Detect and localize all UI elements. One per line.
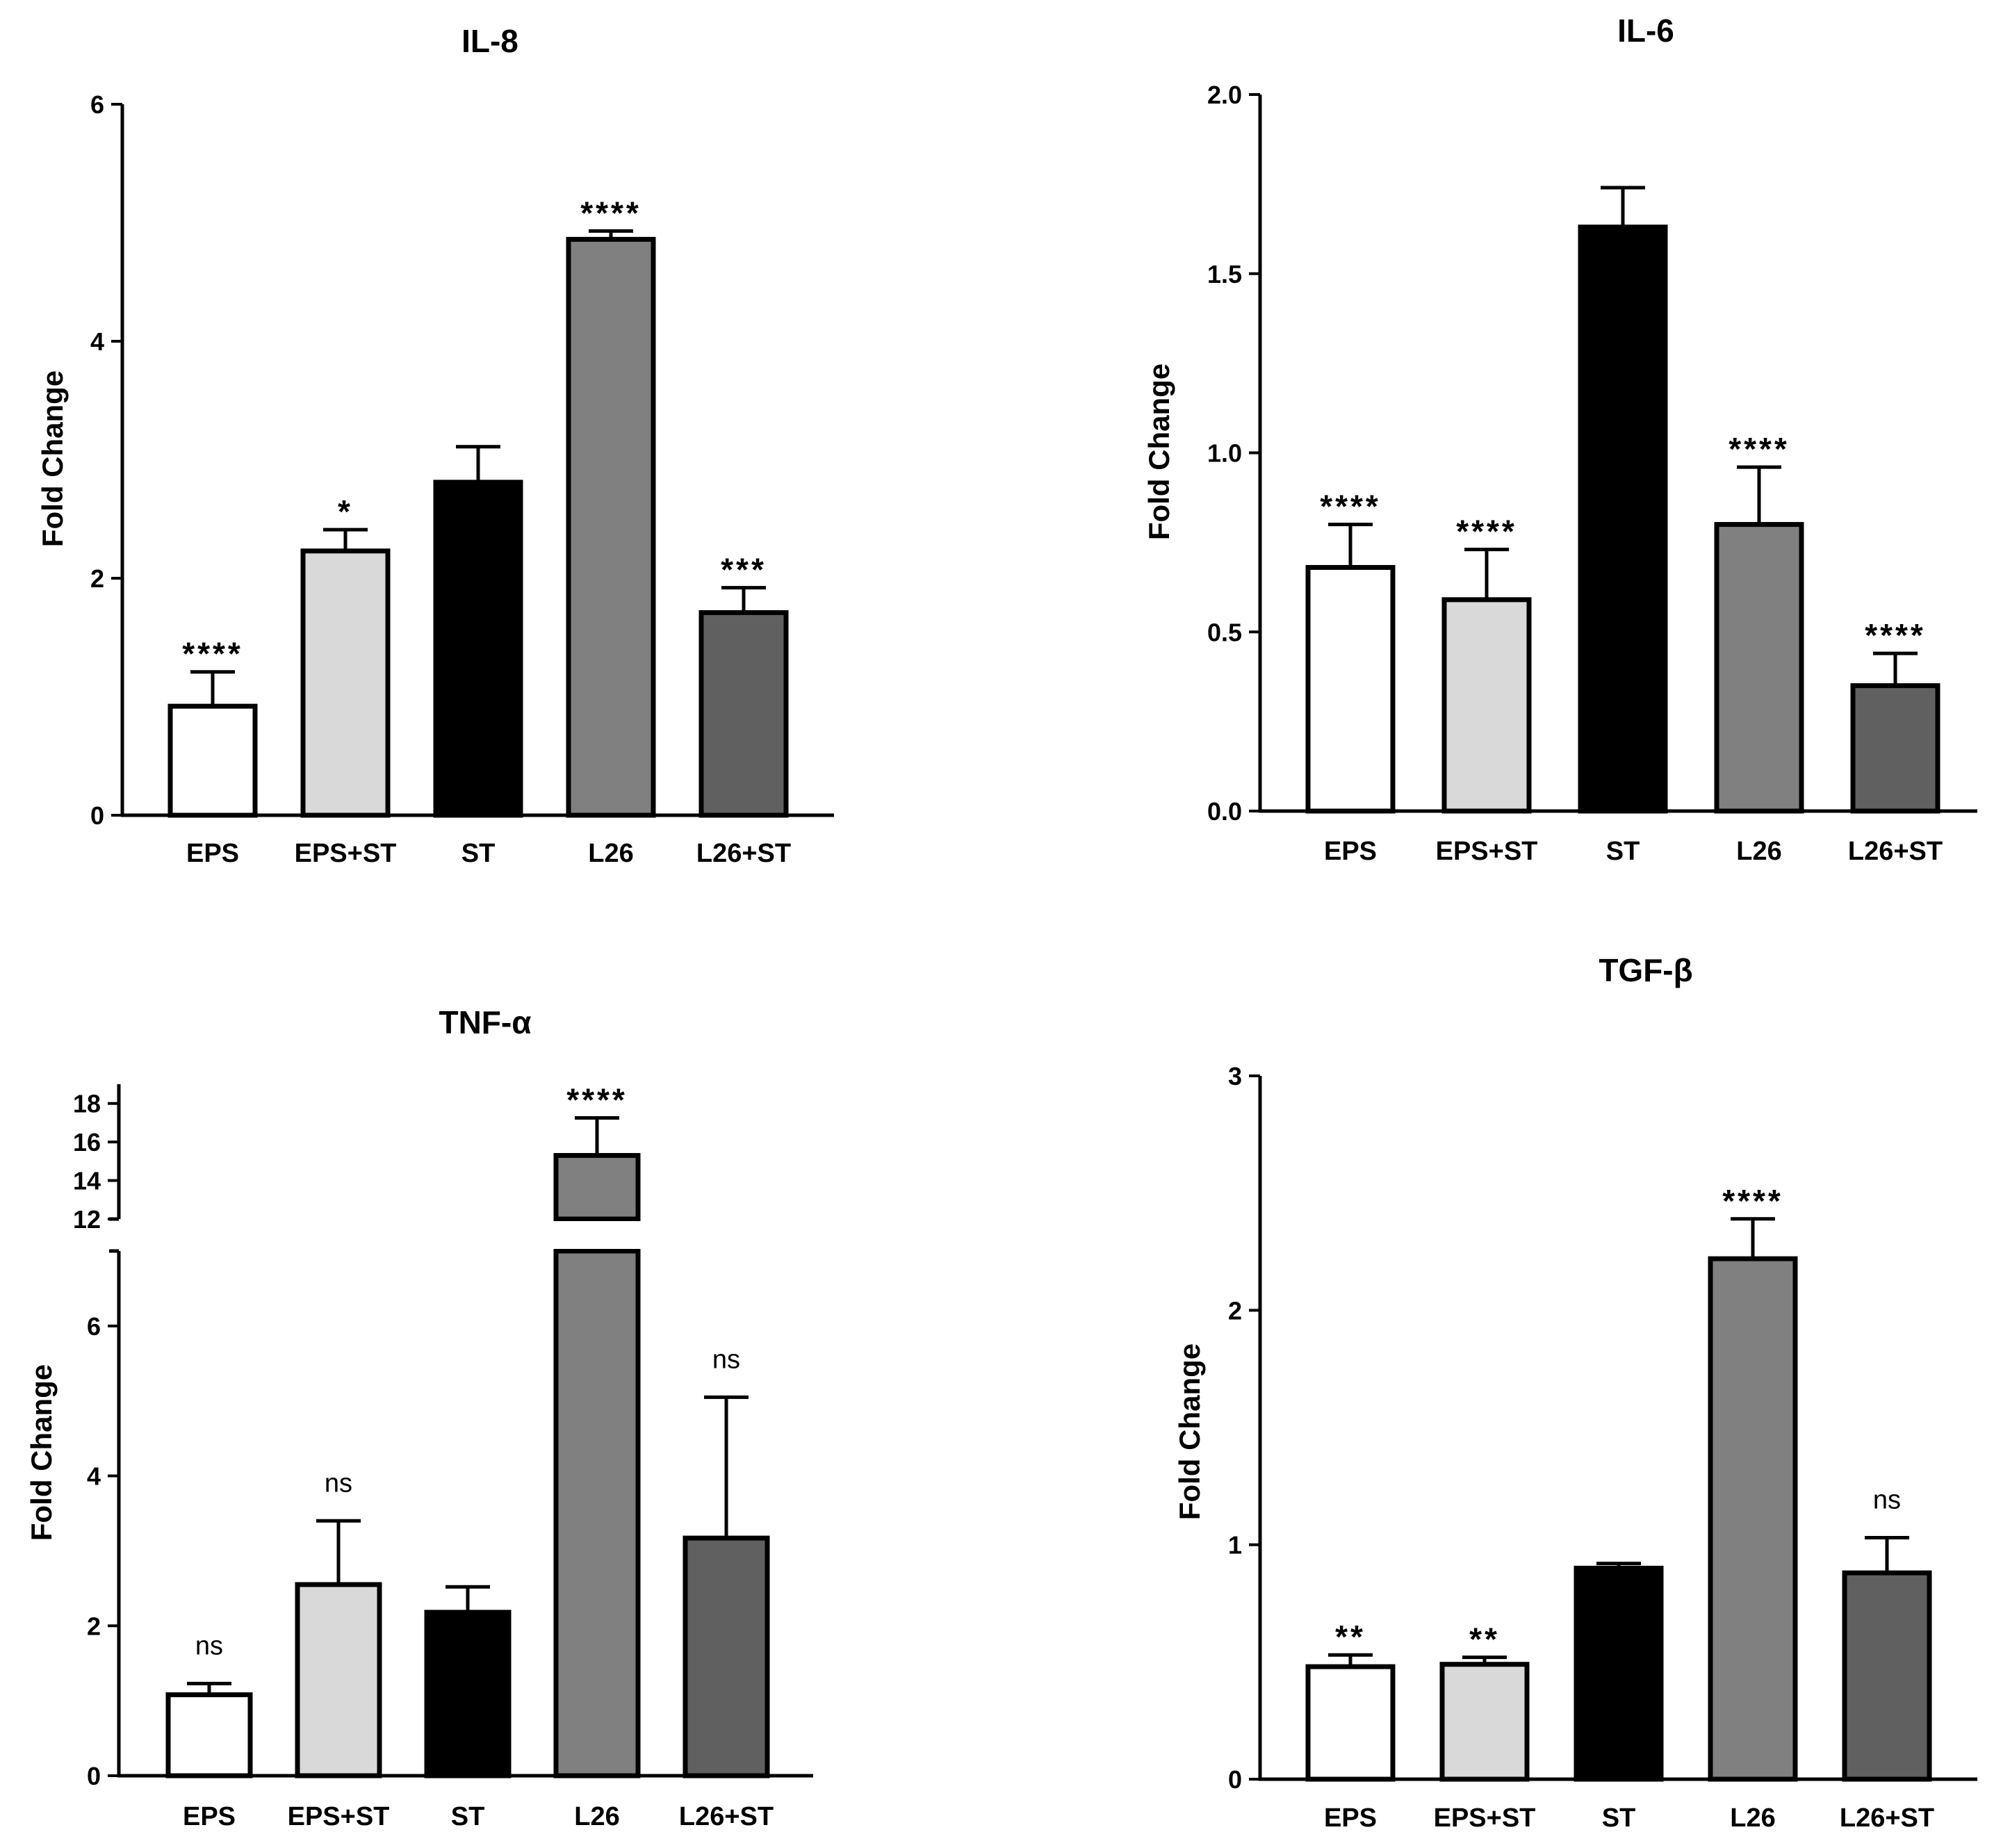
bar-eps-st — [1441, 597, 1532, 814]
bar-l26 — [1714, 522, 1804, 814]
y-tick-label: 0.0 — [1207, 797, 1242, 826]
bar-eps-st — [1439, 1662, 1530, 1782]
y-tick-label: 0.5 — [1207, 618, 1242, 646]
chart-il-8: IL-8 Fold Change 0 2 4 6 **** EPS * EPS+ST ST **** L… — [36, 23, 834, 868]
category-label: EPS+ST — [1434, 1804, 1536, 1833]
y-tick-label: 4 — [87, 1462, 101, 1491]
significance-label: ** — [1469, 1621, 1500, 1658]
y-tick-label: 14 — [73, 1167, 101, 1195]
y-tick-label: 6 — [87, 1312, 101, 1341]
y-tick-label: 1.0 — [1207, 439, 1242, 468]
bar-l26 — [1708, 1256, 1798, 1782]
category-label: L26 — [1736, 837, 1781, 866]
category-label: L26 — [574, 1802, 619, 1831]
bar-eps-st — [300, 548, 391, 818]
y-tick-label: 4 — [90, 327, 104, 356]
significance-label: **** — [580, 195, 641, 231]
y-axis-label: Fold Change — [36, 370, 69, 547]
category-label: ST — [1602, 1804, 1636, 1833]
bar-st — [1574, 1565, 1664, 1782]
significance-label: ns — [325, 1469, 352, 1498]
significance-label: ** — [1335, 1619, 1366, 1655]
y-tick-label: 0 — [87, 1762, 101, 1790]
chart-title: TGF-β — [1599, 952, 1692, 988]
y-tick-label: 0 — [90, 801, 104, 830]
y-tick-label: 2 — [90, 564, 104, 593]
chart-title: TNF-α — [439, 1004, 531, 1040]
y-axis-label: Fold Change — [1143, 363, 1175, 540]
bar-l26-st — [1850, 683, 1940, 814]
category-label: ST — [1606, 837, 1640, 866]
bar-eps — [165, 1692, 253, 1779]
category-label: L26 — [1730, 1804, 1775, 1833]
bar-l26-upper — [553, 1153, 641, 1222]
chart-il-6: IL-6 Fold Change 0.0 0.5 1.0 1.5 2.0 **** EPS ***… — [1143, 13, 1977, 866]
significance-label: ns — [712, 1345, 740, 1374]
y-tick-label: 1.5 — [1207, 260, 1242, 288]
y-tick-label: 2 — [1228, 1296, 1242, 1325]
chart-title: IL-6 — [1617, 13, 1674, 49]
significance-label: * — [338, 493, 353, 530]
bar-eps — [167, 703, 258, 818]
significance-label: **** — [1729, 431, 1790, 467]
y-tick-label: 12 — [73, 1205, 101, 1234]
bar-break-gap — [552, 1221, 642, 1249]
bar-eps — [1305, 1664, 1396, 1782]
category-label: EPS+ST — [288, 1802, 390, 1831]
y-tick-label: 0 — [1228, 1765, 1242, 1794]
bar-eps-st — [295, 1582, 382, 1779]
bar-st — [1578, 224, 1668, 814]
bar-st — [424, 1610, 512, 1779]
chart-tgf-beta: TGF-β Fold Change 0 1 2 3 ** EPS ** EPS+ST ST **** L… — [1173, 952, 1977, 1833]
category-label: L26+ST — [1840, 1804, 1934, 1833]
significance-label: ns — [1873, 1486, 1901, 1515]
category-label: EPS — [183, 1802, 236, 1831]
category-label: EPS — [186, 839, 239, 868]
bar-l26-st — [683, 1535, 770, 1779]
bar-l26-st — [698, 610, 789, 818]
category-label: L26+ST — [679, 1802, 774, 1831]
category-label: EPS — [1324, 1804, 1377, 1833]
y-axis-label: Fold Change — [1173, 1343, 1206, 1520]
significance-label: **** — [1865, 617, 1926, 653]
category-label: EPS+ST — [295, 839, 397, 868]
chart-tnf-alpha: TNF-α Fold Change 0 2 4 6 12 14 16 18 ns EPS ns EPS+S… — [25, 1004, 813, 1831]
significance-label: **** — [1320, 489, 1381, 525]
category-label: L26+ST — [1848, 837, 1943, 866]
y-tick-label: 6 — [90, 90, 104, 119]
chart-title: IL-8 — [461, 23, 518, 59]
y-axis-label: Fold Change — [25, 1364, 58, 1541]
bar-st — [433, 480, 523, 818]
category-label: ST — [451, 1802, 485, 1831]
category-label: EPS+ST — [1436, 837, 1538, 866]
significance-label: *** — [721, 552, 767, 588]
y-tick-label: 1 — [1228, 1531, 1242, 1560]
y-tick-label: 2 — [87, 1612, 101, 1640]
bar-l26 — [566, 236, 656, 818]
significance-label: **** — [1722, 1183, 1783, 1219]
significance-label: ns — [195, 1631, 223, 1660]
category-label: ST — [461, 839, 496, 868]
bar-l26-st — [1842, 1570, 1932, 1782]
significance-label: **** — [1456, 514, 1517, 550]
y-tick-label: 18 — [73, 1090, 101, 1118]
y-tick-label: 3 — [1228, 1062, 1242, 1090]
category-label: L26 — [588, 839, 633, 868]
category-label: L26+ST — [696, 839, 791, 868]
bar-l26-lower — [553, 1248, 641, 1779]
category-label: EPS — [1324, 837, 1377, 866]
significance-label: **** — [182, 636, 243, 672]
significance-label: **** — [566, 1082, 628, 1118]
bar-eps — [1305, 564, 1396, 814]
y-tick-label: 2.0 — [1207, 81, 1242, 109]
y-tick-label: 16 — [73, 1128, 101, 1156]
